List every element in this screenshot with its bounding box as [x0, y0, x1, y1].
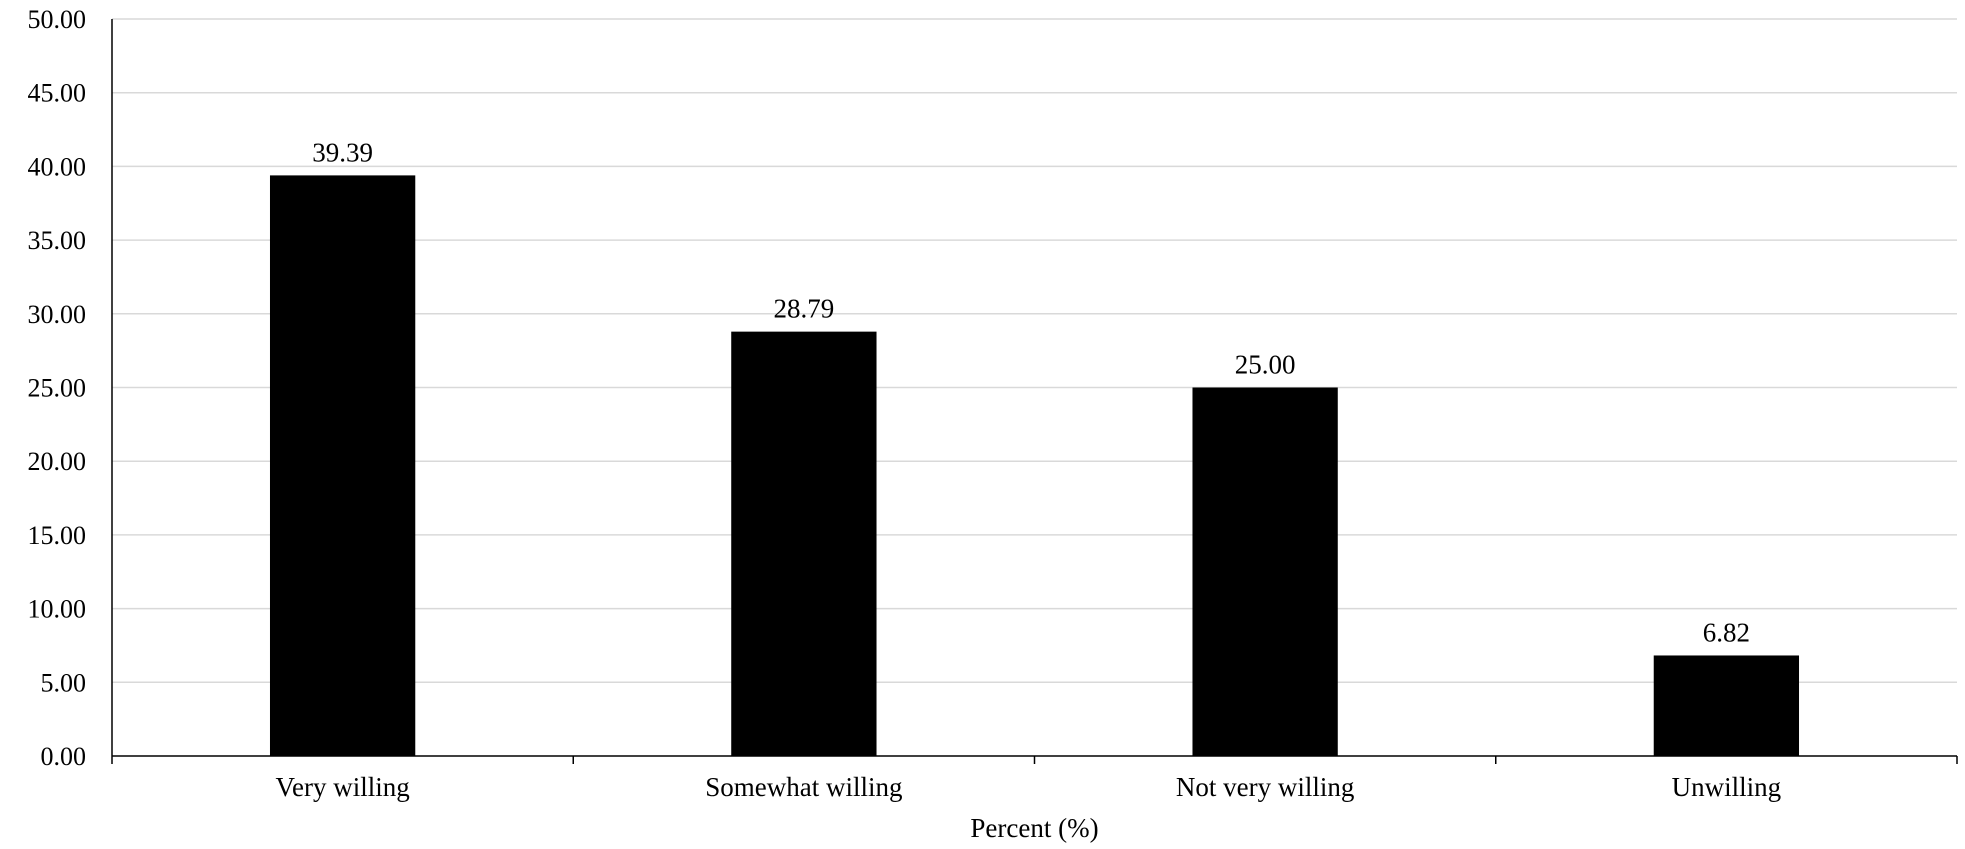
y-tick-label: 25.00	[28, 374, 87, 403]
data-labels: 39.39 28.79 25.00 6.82	[312, 137, 1750, 647]
bar	[269, 175, 416, 756]
category-label: Very willing	[276, 772, 410, 802]
y-tick-label: 15.00	[28, 521, 87, 550]
data-label: 25.00	[1235, 350, 1296, 380]
category-label: Somewhat willing	[705, 772, 902, 802]
data-label: 39.39	[312, 137, 373, 167]
category-label: Not very willing	[1176, 772, 1354, 802]
y-tick-label: 30.00	[28, 300, 87, 329]
y-tick-label: 20.00	[28, 447, 87, 476]
y-tick-label: 45.00	[28, 79, 87, 108]
gridlines	[112, 18, 1957, 684]
category-labels: Very willing Somewhat willing Not very wil…	[276, 772, 1782, 802]
y-tick-label: 35.00	[28, 226, 87, 255]
bars	[269, 175, 1800, 756]
x-axis-title: Percent (%)	[970, 813, 1098, 843]
category-label: Unwilling	[1672, 772, 1782, 802]
y-tick-label: 10.00	[28, 595, 87, 624]
bar	[1192, 387, 1338, 756]
data-label: 28.79	[774, 294, 835, 324]
y-tick-label: 40.00	[28, 152, 87, 181]
bar	[731, 331, 877, 756]
x-axis-ticks	[111, 756, 1958, 764]
y-axis-ticks: 0.00 5.00 10.00 15.00 20.00 25.00 30.00 35.00 40…	[28, 5, 87, 771]
y-tick-label: 5.00	[41, 668, 87, 697]
y-tick-label: 0.00	[41, 742, 87, 771]
bar	[1653, 655, 1800, 756]
data-label: 6.82	[1703, 617, 1750, 647]
y-tick-label: 50.00	[28, 5, 87, 34]
